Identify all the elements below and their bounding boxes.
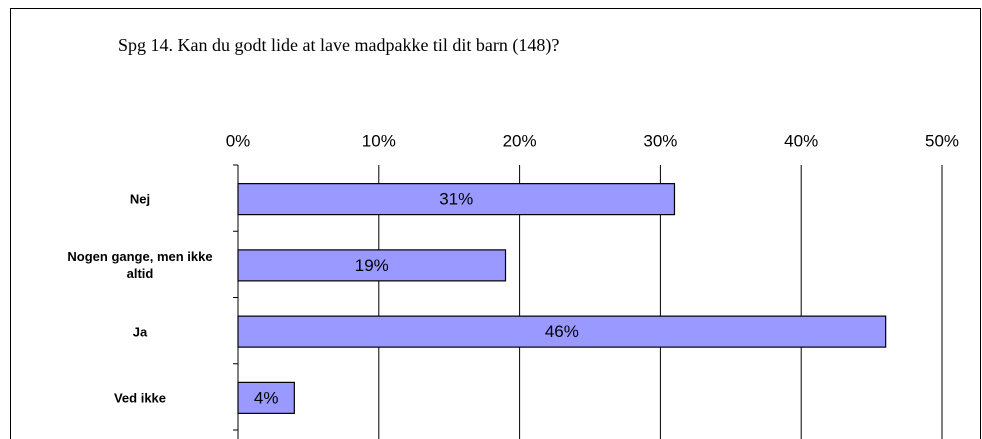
chart-frame — [10, 8, 981, 439]
x-tick-label: 40% — [784, 131, 818, 150]
x-tick-label: 30% — [643, 131, 677, 150]
bar — [237, 315, 887, 348]
bar — [237, 249, 507, 282]
bar — [237, 381, 295, 414]
value-label: 19% — [355, 256, 389, 275]
bar — [237, 183, 676, 216]
value-label: 46% — [545, 322, 579, 341]
y-tick-label: Ja — [132, 324, 148, 340]
value-label: 31% — [439, 190, 473, 209]
x-tick-label: 20% — [503, 131, 537, 150]
x-tick-label: 10% — [362, 131, 396, 150]
chart-title: Spg 14. Kan du godt lide at lave madpakk… — [118, 35, 559, 56]
x-tick-label: 0% — [226, 131, 251, 150]
y-tick-label: Nogen gange, men ikke altid — [67, 249, 213, 282]
x-tick-label: 50% — [925, 131, 959, 150]
y-tick-label: Nej — [129, 191, 151, 207]
value-label: 4% — [254, 388, 279, 407]
y-tick-label: Ved ikke — [113, 390, 167, 406]
